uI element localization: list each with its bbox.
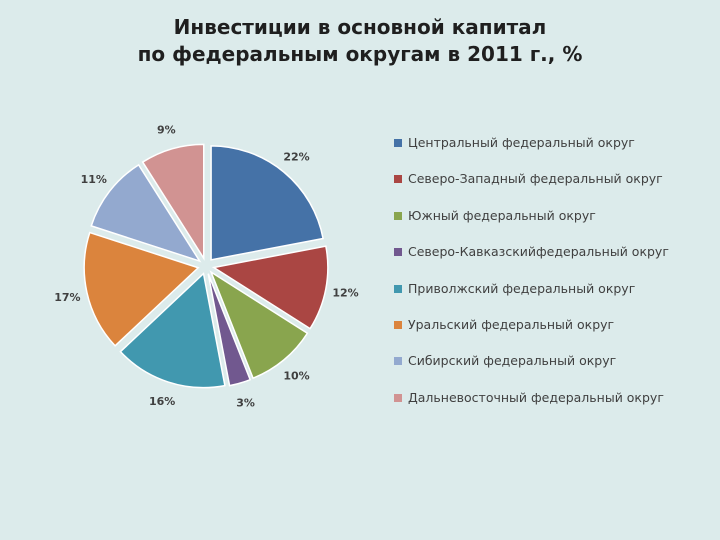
legend-label: Приволжский федеральный округ — [408, 280, 636, 296]
legend-item-7: Дальневосточный федеральный округ — [394, 387, 714, 423]
pie-slice-7 — [141, 143, 205, 261]
legend-label: Уральский федеральный округ — [408, 316, 615, 332]
page-title: Инвестиции в основной капитал по федерал… — [60, 14, 660, 68]
legend-label: Южный федеральный округ — [408, 207, 596, 223]
legend-label: Сибирский федеральный округ — [408, 353, 617, 369]
legend-swatch — [394, 320, 402, 329]
slice-label-7: 9% — [157, 124, 176, 137]
pie-slice-1 — [211, 245, 329, 330]
pie-slice-2 — [209, 270, 309, 380]
legend-swatch — [394, 248, 402, 257]
title-line-1: Инвестиции в основной капитал — [173, 15, 547, 39]
legend-item-2: Южный федеральный округ — [394, 205, 714, 241]
pie-slice-5 — [83, 231, 200, 347]
slice-label-2: 10% — [283, 369, 309, 382]
slice-label-3: 3% — [236, 396, 255, 409]
legend-label: Дальневосточный федеральный округ — [408, 389, 664, 405]
legend-item-4: Приволжский федеральный округ — [394, 278, 714, 314]
legend-label: Центральный федеральный округ — [408, 135, 635, 150]
legend-swatch — [394, 357, 402, 366]
legend-swatch — [394, 211, 402, 220]
legend-item-0: Центральный федеральный округ — [394, 132, 714, 168]
legend-label: Северо-Западный федеральный округ — [408, 171, 663, 187]
pie-slice-3 — [207, 273, 252, 387]
legend-swatch — [394, 393, 402, 402]
legend-swatch — [394, 139, 402, 147]
slice-label-0: 22% — [283, 151, 309, 164]
legend-item-1: Северо-Западный федеральный округ — [394, 168, 714, 204]
slice-label-5: 17% — [54, 291, 80, 304]
slice-label-4: 16% — [149, 395, 175, 408]
pie-slice-6 — [90, 163, 202, 263]
legend-item-6: Сибирский федеральный округ — [394, 350, 714, 386]
legend-item-3: Северо-Кавказскийфедеральный округ — [394, 241, 714, 277]
pie-slice-4 — [119, 272, 226, 389]
title-line-2: по федеральным округам в 2011 г., % — [137, 42, 583, 66]
legend-swatch — [394, 284, 402, 293]
slice-label-6: 11% — [81, 173, 107, 186]
legend-swatch — [394, 175, 402, 184]
legend-item-5: Уральский федеральный округ — [394, 314, 714, 350]
legend-label: Северо-Кавказскийфедеральный округ — [408, 244, 669, 260]
slice-label-1: 12% — [332, 287, 358, 300]
chart-legend: Центральный федеральный округ Северо-Запа… — [394, 132, 714, 423]
pie-slice-0 — [210, 145, 324, 261]
